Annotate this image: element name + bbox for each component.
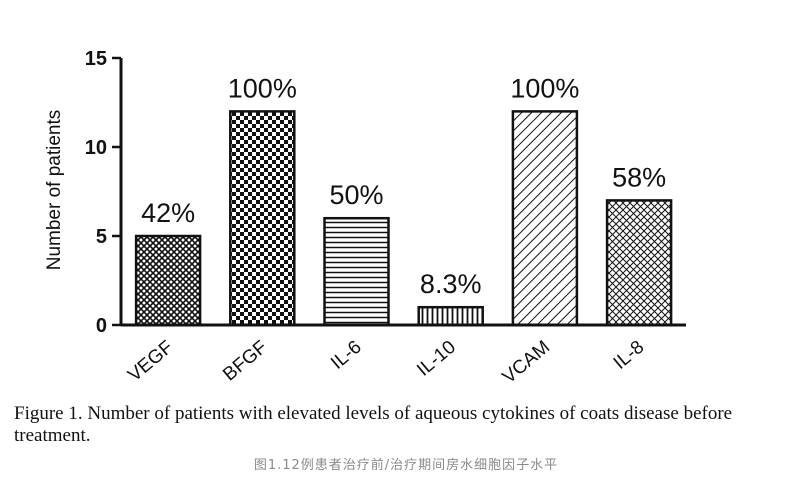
y-tick-label: 0: [96, 315, 107, 337]
x-tick-label-bfgf: BFGF: [219, 337, 271, 386]
data-label-il-10: 8.3%: [420, 269, 482, 299]
data-label-bfgf: 100%: [228, 73, 297, 103]
x-tick-label-il-10: IL-10: [413, 337, 460, 381]
data-label-vcam: 100%: [510, 73, 579, 103]
y-tick-label: 10: [85, 137, 107, 159]
data-label-il-6: 50%: [329, 180, 383, 210]
y-axis-title: Number of patients: [44, 110, 65, 271]
x-tick-label-vegf: VEGF: [124, 337, 177, 386]
bar-chart: Number of patients 0 5 10 15 42% 100% 50% 8.3%…: [44, 48, 686, 388]
x-axis-labels: VEGF BFGF IL-6 IL-10 VCAM IL-8: [124, 337, 648, 388]
data-labels: 42% 100% 50% 8.3% 100% 58%: [141, 73, 666, 299]
x-tick-label-vcam: VCAM: [499, 337, 555, 388]
bar-vegf: [134, 234, 202, 327]
y-tick-label: 15: [85, 48, 107, 70]
x-tick-label-il-6: IL-6: [327, 337, 366, 374]
data-label-il-8: 58%: [612, 162, 666, 192]
x-tick-label-il-8: IL-8: [610, 337, 649, 374]
bar-vcam: [511, 110, 579, 327]
y-axis-ticks: 0 5 10 15: [85, 48, 121, 337]
figure-caption: Figure 1. Number of patients with elevat…: [14, 403, 733, 446]
chinese-caption: 图1.12例患者治疗前/治疗期间房水细胞因子水平: [253, 458, 559, 473]
bar-il-6: [323, 216, 390, 327]
bar-bfgf: [229, 110, 296, 327]
bar-il-8: [605, 199, 673, 327]
data-label-vegf: 42%: [141, 198, 195, 228]
bars: [134, 110, 673, 327]
y-tick-label: 5: [96, 226, 107, 248]
bar-il-10: [417, 305, 484, 327]
